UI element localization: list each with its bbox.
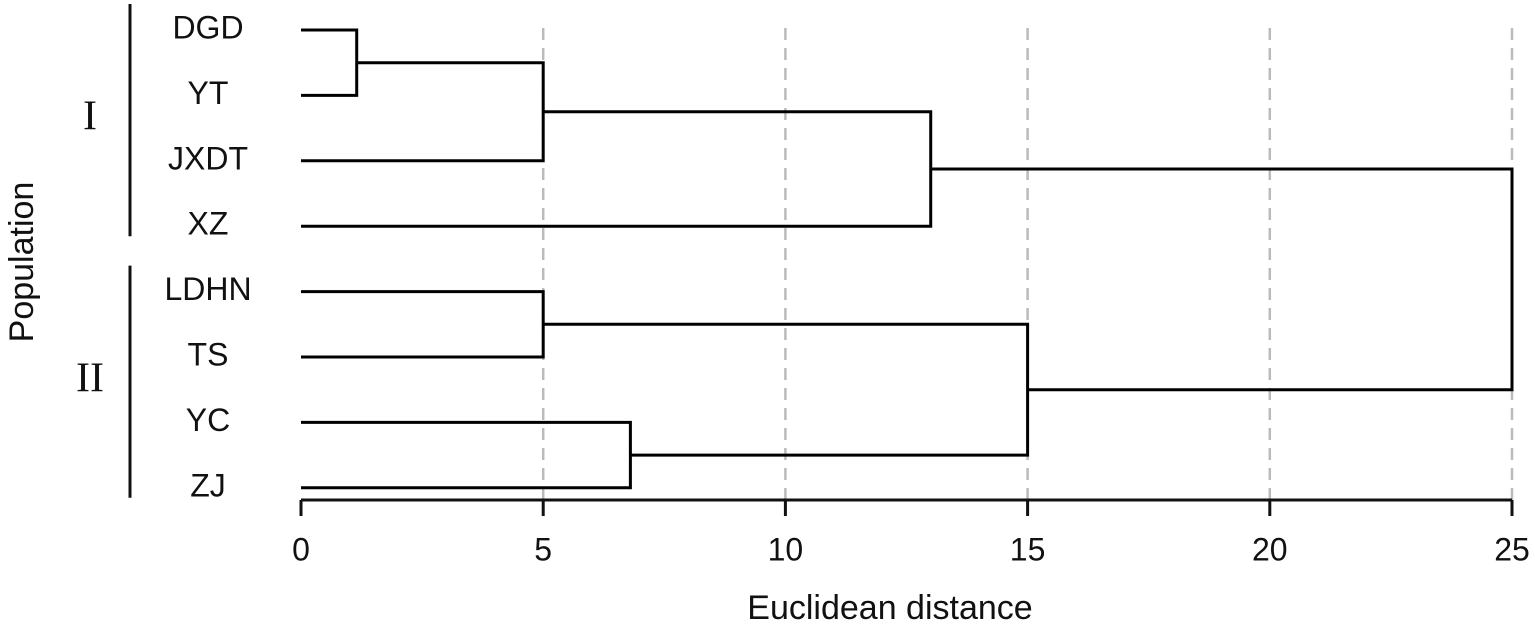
leaf-label: YC [186, 402, 230, 438]
leaf-label: XZ [188, 206, 229, 242]
y-axis-label: Population [3, 182, 41, 343]
leaf-label: JXDT [168, 140, 248, 176]
dendrogram-link [301, 420, 632, 490]
x-tick-label: 0 [292, 531, 310, 567]
dendrogram-link [930, 167, 1514, 392]
dendrogram-link [301, 290, 545, 359]
x-tick-label: 20 [1252, 531, 1288, 567]
group-label: II [76, 355, 104, 401]
group-label: I [83, 94, 97, 140]
leaf-label: YT [188, 75, 229, 111]
leaf-label: DGD [172, 9, 243, 45]
x-tick-label: 25 [1494, 531, 1530, 567]
dendrogram-link [301, 110, 933, 228]
dendrogram-link [301, 61, 545, 163]
leaf-label: ZJ [190, 467, 226, 503]
x-tick-label: 10 [768, 531, 804, 567]
dendrogram-link [301, 28, 359, 97]
leaf-label: TS [188, 336, 229, 372]
x-tick-label: 5 [534, 531, 552, 567]
x-axis-label: Euclidean distance [747, 589, 1032, 627]
leaf-label: LDHN [164, 271, 251, 307]
x-tick-label: 15 [1010, 531, 1046, 567]
